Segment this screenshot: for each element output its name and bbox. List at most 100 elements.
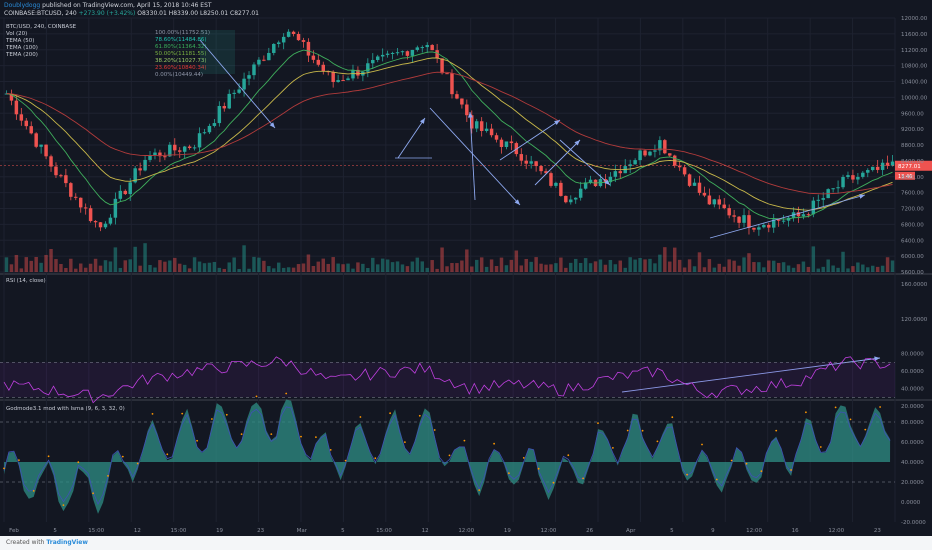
volume-bar <box>460 260 464 272</box>
volume-bar <box>747 253 751 272</box>
volume-bar <box>489 259 494 272</box>
osc-dot <box>418 414 421 417</box>
volume-bar <box>732 260 736 272</box>
volume-bar <box>717 263 722 272</box>
volume-bar <box>222 268 227 272</box>
volume-bar <box>148 264 152 272</box>
candle-body <box>875 166 880 170</box>
candle-body <box>54 166 58 176</box>
candle-body <box>247 75 251 79</box>
volume-bar <box>74 268 78 272</box>
time-tick: 12 <box>134 528 141 534</box>
volume-bar <box>301 263 306 272</box>
time-axis: Feb 5 15:00 12 15:00 19 23 Mar 5 15:00 12 12:00 19 12… <box>9 528 881 534</box>
time-tick: 12:00 <box>746 528 762 534</box>
volume-bar <box>163 261 167 272</box>
osc-dot <box>92 492 94 495</box>
osc-dot <box>255 395 258 398</box>
osc-tick: 0.0000 <box>901 500 921 506</box>
volume-bar <box>737 265 741 272</box>
candle-body <box>262 59 266 61</box>
candle-body <box>341 80 345 82</box>
candle-body <box>143 159 147 171</box>
chart-canvas[interactable]: 100.00%(11752.51)78.60%(11484.86)61.80%(… <box>0 0 932 536</box>
oscillator-pane <box>0 392 895 514</box>
osc-dot <box>240 433 243 435</box>
osc-tick: 40.0000 <box>901 460 924 466</box>
osc-dot <box>819 446 822 448</box>
tradingview-logo[interactable]: TradingView <box>46 539 88 546</box>
candle-body <box>202 132 207 134</box>
volume-bar <box>885 257 890 272</box>
volume-bar <box>153 267 157 272</box>
volume-bar <box>524 258 528 272</box>
volume-bar <box>272 268 276 272</box>
osc-dot <box>582 477 584 480</box>
volume-bar <box>588 263 593 272</box>
volume-bar <box>237 268 241 272</box>
footer-created: Created with <box>6 539 45 546</box>
candle-body <box>237 89 241 93</box>
candle-body <box>9 93 14 101</box>
candle-body <box>148 155 152 160</box>
candle-body <box>509 141 514 144</box>
volume-bar <box>450 263 454 272</box>
candle-body <box>633 160 637 165</box>
candle-body <box>752 227 756 230</box>
candle-body <box>554 182 558 186</box>
volume-bar <box>801 261 806 272</box>
volume-bar <box>663 247 667 272</box>
candle-body <box>138 168 142 171</box>
candle-body <box>489 128 494 136</box>
author-link[interactable]: Doublydogg <box>4 2 41 9</box>
candle-body <box>544 171 548 174</box>
volume-bar <box>385 259 390 272</box>
osc-dot <box>315 436 317 438</box>
candle-body <box>757 227 761 230</box>
fib-label: 23.60%(10840.34) <box>155 65 207 71</box>
candle-body <box>583 182 588 189</box>
candle-body <box>74 196 78 198</box>
candle-body <box>252 64 256 76</box>
time-tick: 26 <box>586 528 593 534</box>
volume-bar <box>608 259 613 272</box>
volume-bar <box>351 268 355 272</box>
osc-dot <box>211 418 213 420</box>
candle-body <box>851 175 855 180</box>
volume-bar <box>44 254 48 272</box>
candle-body <box>267 52 271 61</box>
volume-bar <box>831 265 835 272</box>
candle-body <box>712 199 717 205</box>
candle-body <box>668 153 672 156</box>
last-price-sub: 13.46 <box>898 174 912 180</box>
time-tick: 9 <box>711 528 715 534</box>
volume-bar <box>846 268 850 272</box>
price-axes: 8277.01 13.46 12000.00 11600.00 11200.00 1080… <box>0 16 932 526</box>
candle-body <box>24 120 29 127</box>
volume-bar <box>861 264 865 272</box>
candle-body <box>707 195 712 205</box>
volume-bar <box>435 268 439 272</box>
volume-bar <box>306 254 311 272</box>
volume-bar <box>672 247 677 272</box>
volume-bar <box>499 257 504 272</box>
volume-bar <box>866 267 870 272</box>
osc-dot <box>285 392 288 395</box>
volume-bar <box>727 259 731 272</box>
candle-body <box>257 59 261 65</box>
osc-dot <box>329 449 332 451</box>
volume-bar <box>54 259 58 272</box>
osc-dot <box>47 455 50 458</box>
volume-bar <box>762 267 766 272</box>
volume-bar <box>128 259 132 272</box>
candle-body <box>608 176 613 183</box>
candle-body <box>702 192 707 196</box>
volume-bar <box>98 265 103 272</box>
arrow-head <box>859 194 865 199</box>
volume-bar <box>771 260 776 272</box>
volume-bar <box>509 259 514 272</box>
candle-body <box>390 52 395 54</box>
legend-symbol: BTC/USD, 240, COINBASE <box>6 24 77 30</box>
volume-bar <box>336 263 340 272</box>
tema-lines <box>6 49 893 220</box>
